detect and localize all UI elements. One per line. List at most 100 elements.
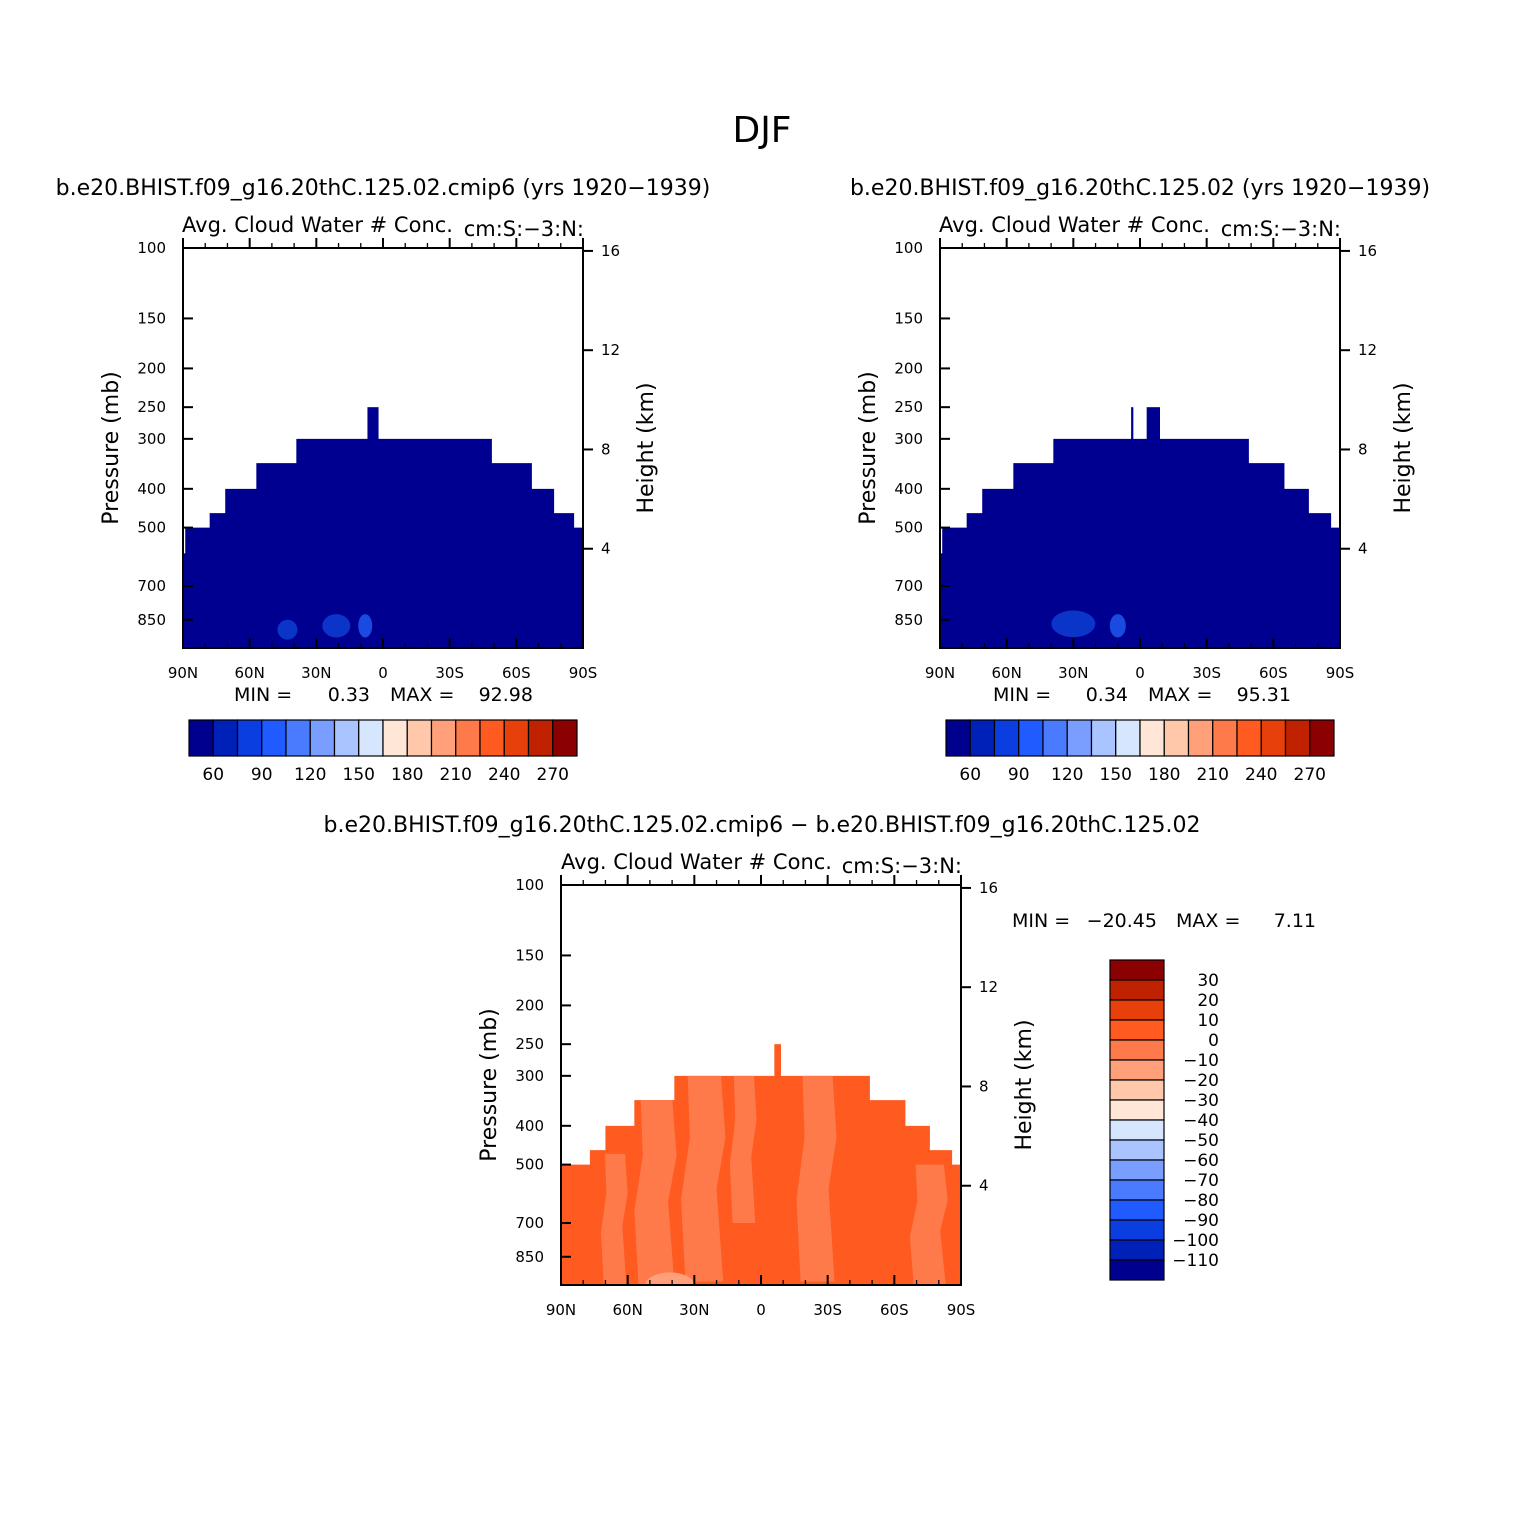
- panel-diff-field: [561, 1044, 961, 1285]
- panel-diff-y-tick-label: 200: [515, 996, 544, 1014]
- panel-1-colorbar-box: [261, 719, 287, 757]
- panel-1-y-tick-label: 400: [137, 480, 166, 498]
- panel-1-y-tick-label: 850: [137, 611, 166, 629]
- panel-diff-right-string: cm:S:−3:N:: [842, 854, 962, 878]
- panel-1-colorbar-label: 270: [537, 765, 569, 785]
- panel-1-colorbar-box: [527, 719, 554, 757]
- panel-1-y-right-tick-label: 4: [601, 540, 611, 558]
- panel-1-y-tick-label: 200: [137, 359, 166, 377]
- panel-2-plot-area: 90N 60N 30N 0 30S 60S 90S 100 150 200 250 300 400 500…: [856, 238, 1416, 682]
- panel-2-y-right-axis-label: Height (km): [1391, 382, 1416, 513]
- panel-diff-colorbar-box: [1109, 1039, 1165, 1061]
- panel-1-y-tick-label: 700: [137, 577, 166, 595]
- panel-2-left-string: Avg. Cloud Water # Conc.: [939, 213, 1210, 237]
- panel-2-y-right-tick-label: 4: [1358, 540, 1368, 558]
- panel-diff-field-spike-0: [774, 1044, 781, 1077]
- panel-2-y-right-tick-label: 8: [1358, 440, 1368, 458]
- panel-1-field-spike-0: [367, 407, 379, 440]
- panel-diff-colorbar-box: [1109, 1119, 1165, 1141]
- panel-2-colorbar-box: [1115, 719, 1141, 757]
- panel-1-colorbar-box: [406, 719, 433, 757]
- panel-1-colorbar-box: [333, 719, 360, 757]
- page-title: DJF: [732, 110, 791, 151]
- panel-diff-colorbar-box: [1109, 1259, 1165, 1281]
- panel-diff-colorbar-label: −70: [1183, 1171, 1219, 1191]
- panel-1-x-tick-label: 30N: [301, 664, 331, 682]
- panel-1-colorbar-box: [236, 719, 263, 757]
- panel-1-colorbar-label: 60: [202, 765, 224, 785]
- panel-2-colorbar-box: [969, 719, 996, 757]
- panel-2-colorbar-box: [945, 719, 971, 757]
- panel-2-colorbar-box: [1090, 719, 1117, 757]
- panel-diff-x-tick-label: 90S: [947, 1301, 976, 1319]
- panel-1-field-patch-2: [358, 614, 373, 638]
- panel-2-colorbar-label: 270: [1294, 765, 1326, 785]
- panel-1-y-right-tick-label: 16: [601, 242, 620, 260]
- panel-diff-colorbar-label: −40: [1183, 1111, 1219, 1131]
- panel-1-y-right-tick-label: 8: [601, 440, 611, 458]
- panel-diff-field-region-4: [796, 1075, 837, 1282]
- panel-diff-colorbar-label: −10: [1183, 1051, 1219, 1071]
- panel-1-colorbar-box: [285, 719, 311, 757]
- panel-diff-x-tick-label: 30S: [813, 1301, 842, 1319]
- panel-2-field-patch-1: [1109, 614, 1126, 638]
- panel-1-colorbar-box: [212, 719, 239, 757]
- panel-diff-x-tick-label: 60N: [613, 1301, 643, 1319]
- panel-1-colorbar-box: [358, 719, 384, 757]
- panel-2-y-right-tick-label: 16: [1358, 242, 1377, 260]
- panel-2-colorbar-label: 90: [1008, 765, 1030, 785]
- panel-2-field-patch-0: [1051, 610, 1096, 638]
- panel-2-x-tick-label: 90N: [925, 664, 955, 682]
- panel-diff-colorbar-box: [1109, 1179, 1165, 1201]
- panel-diff-y-tick-label: 100: [515, 876, 544, 894]
- panel-2-colorbar-box: [1284, 719, 1311, 757]
- panel-1-max-value: 92.98: [479, 684, 533, 706]
- panel-diff-colorbar-label: −20: [1183, 1071, 1219, 1091]
- panel-diff-field-region-1: [634, 1100, 677, 1285]
- panel-2-colorbar-box: [1139, 719, 1165, 757]
- panel-2-colorbar-box: [1236, 719, 1262, 757]
- panel-1-y-axis-label: Pressure (mb): [99, 371, 124, 525]
- panel-1-colorbar-box: [188, 719, 214, 757]
- panel-diff-colorbar: 3020100−10−20−30−40−50−60−70−80−90−100−1…: [1109, 959, 1219, 1281]
- panel-1-colorbar-box: [552, 719, 578, 757]
- panel-1-colorbar-label: 210: [440, 765, 472, 785]
- panel-2-colorbar-label: 60: [959, 765, 981, 785]
- panel-diff-min-value: −20.45: [1087, 910, 1157, 932]
- panel-1-colorbar-label: 120: [294, 765, 326, 785]
- panel-diff-min-label: MIN =: [1012, 910, 1070, 932]
- panel-2-min-value: 0.34: [1086, 684, 1128, 706]
- panel-2-field-spike-1: [1146, 407, 1160, 440]
- panel-diff-y-axis-label: Pressure (mb): [477, 1008, 502, 1162]
- panel-2-colorbar-label: 210: [1197, 765, 1229, 785]
- panel-2-colorbar-box: [1066, 719, 1093, 757]
- panel-2-y-tick-label: 150: [894, 309, 923, 327]
- panel-diff-left-string: Avg. Cloud Water # Conc.: [561, 850, 832, 874]
- panel-diff-y-tick-label: 500: [515, 1156, 544, 1174]
- panel-2-colorbar-box: [1163, 719, 1190, 757]
- panel-diff-max-value: 7.11: [1274, 910, 1316, 932]
- panel-2-colorbar-box: [1309, 719, 1335, 757]
- panel-diff-y-tick-label: 300: [515, 1067, 544, 1085]
- panel-2-y-tick-label: 850: [894, 611, 923, 629]
- panel-2-colorbar-label: 240: [1245, 765, 1277, 785]
- panel-2: b.e20.BHIST.f09_g16.20thC.125.02 (yrs 19…: [850, 176, 1430, 785]
- panel-diff-colorbar-label: −80: [1183, 1191, 1219, 1211]
- panel-1-min-value: 0.33: [328, 684, 370, 706]
- panel-2-field: [940, 407, 1340, 648]
- panel-diff-case-title: b.e20.BHIST.f09_g16.20thC.125.02.cmip6 −…: [324, 813, 1201, 838]
- panel-2-min-label: MIN =: [993, 684, 1051, 706]
- panel-diff-colorbar-box: [1109, 1139, 1165, 1161]
- panel-1-colorbar-label: 150: [343, 765, 375, 785]
- panel-diff-colorbar-box: [1109, 959, 1165, 981]
- panel-1-y-right-axis-label: Height (km): [634, 382, 659, 513]
- panel-2-field-spike-0: [1131, 407, 1134, 440]
- panel-2-y-tick-label: 250: [894, 398, 923, 416]
- panel-2-colorbar: 60 90 120 150 180 210 240 270: [945, 719, 1335, 785]
- panel-diff-colorbar-box: [1109, 979, 1165, 1001]
- panel-1-plot-area: 90N 60N 30N 0 30S 60S 90S 100 150 200 250 300 400 500…: [99, 238, 659, 682]
- panel-diff: b.e20.BHIST.f09_g16.20thC.125.02.cmip6 −…: [324, 813, 1316, 1319]
- panel-1-field: [183, 407, 583, 648]
- panel-diff-colorbar-box: [1109, 999, 1165, 1021]
- panel-1-x-tick-label: 0: [378, 664, 388, 682]
